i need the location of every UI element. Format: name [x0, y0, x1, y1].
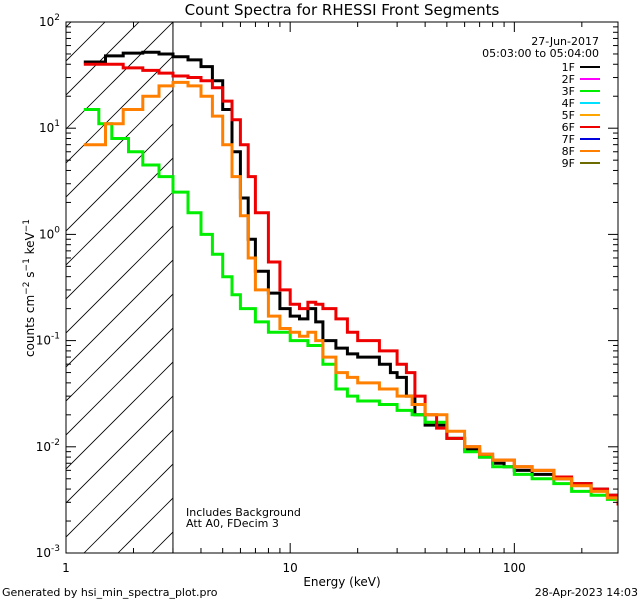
y-axis-label-exp2: −1: [22, 258, 32, 271]
y-tick-mantissa: 10: [36, 440, 51, 454]
y-tick-exponent: 2: [54, 13, 60, 23]
y-axis-label-s: s: [23, 271, 37, 281]
y-tick-label: 10-2: [36, 438, 60, 454]
y-tick-label: 10-1: [36, 332, 60, 348]
y-tick-exponent: 1: [54, 119, 60, 129]
y-axis-label-exp1: −2: [22, 282, 32, 295]
y-tick-exponent: -1: [51, 332, 60, 342]
hatch-line: [66, 157, 173, 266]
y-tick-label: 101: [39, 119, 60, 135]
note-background: Includes Background: [186, 506, 301, 519]
background-region-hatching: [66, 22, 173, 553]
y-tick-label: 10-3: [36, 544, 60, 560]
hatch-line: [66, 429, 173, 538]
legend-label-8F: 8F: [562, 145, 575, 158]
x-axis-tick-labels: 1 10 100: [62, 561, 526, 575]
y-tick-label: 100: [39, 225, 60, 241]
x-tick-label: 100: [503, 561, 526, 575]
y-axis-label: counts cm−2 s−1 keV−1: [22, 219, 37, 357]
date-label: 27-Jun-2017: [531, 35, 599, 48]
legend-label-2F: 2F: [562, 73, 575, 86]
y-tick-label: 102: [39, 13, 60, 29]
note-attenuator: Att A0, FDecim 3: [186, 517, 279, 530]
hatch-line: [66, 55, 173, 164]
footer-generated-by: Generated by hsi_min_spectra_plot.pro: [2, 586, 218, 599]
legend-label-4F: 4F: [562, 97, 575, 110]
footer-timestamp: 28-Apr-2023 14:03: [535, 586, 638, 599]
chart-title: Count Spectra for RHESSI Front Segments: [185, 1, 500, 19]
hatch-line: [66, 361, 173, 470]
hatch-line: [66, 191, 173, 300]
hatch-line: [66, 22, 173, 130]
y-axis-label-kev: keV: [23, 231, 37, 258]
y-tick-exponent: 0: [54, 225, 60, 235]
axis-minor-ticks: [65, 21, 618, 554]
hatch-line: [66, 22, 72, 28]
time-range-label: 05:03:00 to 05:04:00: [482, 47, 599, 60]
plot-frame: [65, 21, 619, 554]
legend-label-6F: 6F: [562, 121, 575, 134]
hatch-line: [66, 123, 173, 232]
y-axis-label-counts: counts cm: [23, 295, 37, 357]
y-axis-label-exp3: −1: [22, 219, 32, 232]
legend-label-9F: 9F: [562, 157, 575, 170]
series-layer: [83, 50, 618, 506]
hatch-line: [66, 22, 140, 96]
legend-label-3F: 3F: [562, 85, 575, 98]
hatch-line: [66, 225, 173, 334]
series-8F-line: [83, 80, 618, 503]
hatch-line: [83, 463, 173, 553]
x-tick-label: 1: [62, 561, 70, 575]
hatch-line: [66, 293, 173, 402]
series-3F-line: [83, 108, 618, 503]
hatch-line: [66, 395, 173, 504]
y-tick-mantissa: 10: [36, 546, 51, 560]
x-axis-label: Energy (keV): [303, 575, 380, 589]
hatch-line: [66, 259, 173, 368]
y-tick-exponent: -3: [51, 544, 60, 554]
legend-label-5F: 5F: [562, 109, 575, 122]
y-tick-exponent: -2: [51, 438, 60, 448]
x-tick-label: 10: [283, 561, 298, 575]
legend-label-7F: 7F: [562, 133, 575, 146]
y-tick-mantissa: 10: [39, 15, 54, 29]
y-tick-mantissa: 10: [39, 227, 54, 241]
y-tick-mantissa: 10: [36, 334, 51, 348]
series-1F-line: [83, 50, 618, 503]
svg-text:counts cm−2 s−1 keV−1: counts cm−2 s−1 keV−1: [22, 219, 37, 357]
legend-label-1F: 1F: [562, 61, 575, 74]
y-tick-mantissa: 10: [39, 121, 54, 135]
